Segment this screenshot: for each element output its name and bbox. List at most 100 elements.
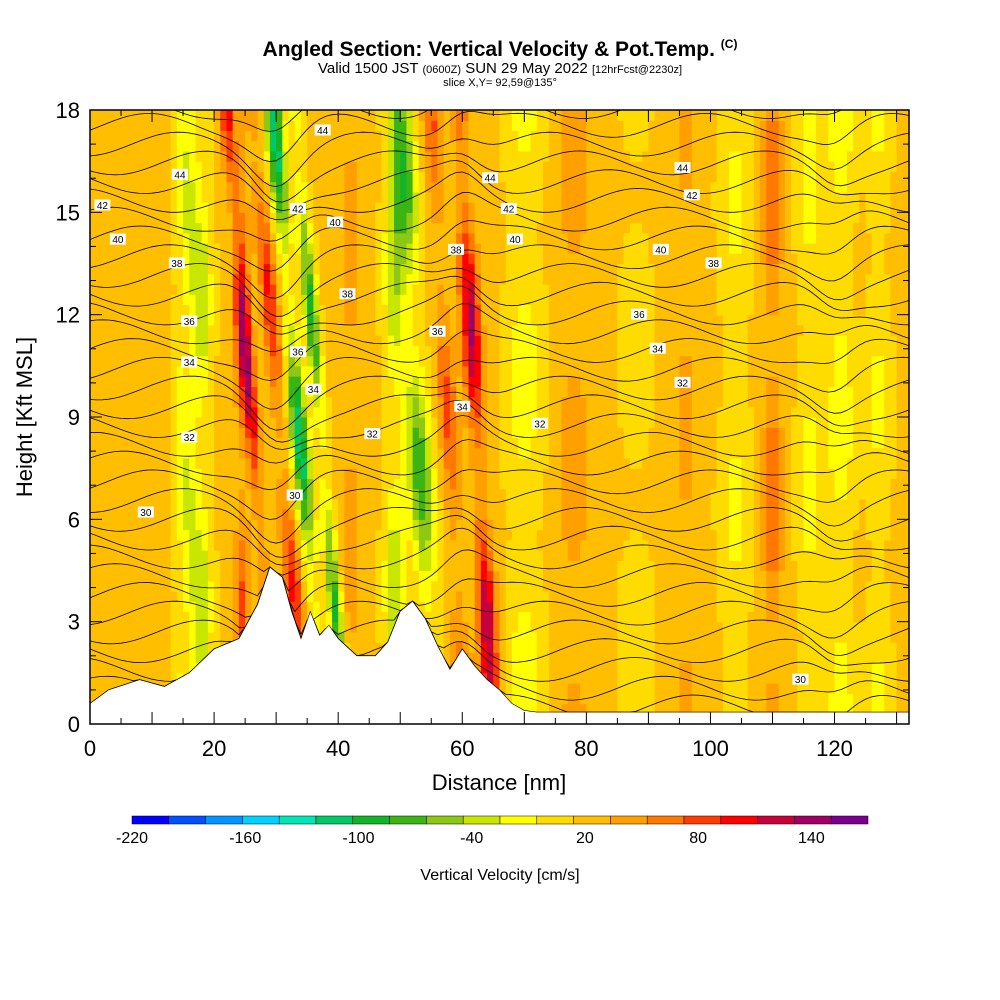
- velocity-cell: [369, 191, 377, 203]
- velocity-cell: [555, 560, 563, 572]
- velocity-cell: [207, 580, 215, 592]
- velocity-cell: [139, 161, 147, 172]
- velocity-cell: [604, 662, 612, 674]
- velocity-cell: [406, 130, 414, 142]
- velocity-cell: [586, 590, 594, 602]
- velocity-cell: [387, 447, 395, 459]
- velocity-cell: [338, 447, 345, 459]
- velocity-cell: [462, 181, 470, 193]
- velocity-cell: [350, 110, 358, 121]
- velocity-cell: [567, 294, 575, 306]
- velocity-cell: [356, 243, 364, 254]
- velocity-cell: [114, 110, 122, 121]
- velocity-cell: [294, 130, 302, 142]
- velocity-cell: [127, 314, 135, 326]
- velocity-cell: [456, 468, 463, 479]
- velocity-cell: [276, 457, 283, 469]
- velocity-cell: [524, 243, 532, 254]
- velocity-cell: [567, 621, 575, 633]
- velocity-cell: [176, 120, 184, 132]
- velocity-cell: [350, 457, 358, 469]
- velocity-cell: [561, 662, 569, 674]
- velocity-cell: [226, 611, 234, 623]
- velocity-cell: [592, 232, 600, 244]
- velocity-cell: [331, 417, 339, 428]
- velocity-cell: [456, 324, 463, 336]
- velocity-cell: [499, 181, 507, 193]
- velocity-cell: [363, 488, 370, 500]
- velocity-cell: [412, 355, 420, 367]
- velocity-cell: [356, 283, 364, 295]
- velocity-cell: [263, 355, 271, 367]
- velocity-cell: [176, 110, 184, 121]
- velocity-cell: [232, 130, 240, 142]
- velocity-cell: [102, 406, 110, 418]
- velocity-cell: [232, 335, 240, 346]
- velocity-cell: [232, 273, 240, 285]
- velocity-cell: [133, 417, 141, 428]
- velocity-cell: [487, 519, 494, 531]
- velocity-cell: [561, 519, 569, 531]
- velocity-cell: [220, 130, 228, 142]
- velocity-cell: [114, 171, 122, 183]
- velocity-cell: [499, 273, 507, 285]
- velocity-cell: [201, 171, 209, 183]
- velocity-cell: [580, 191, 587, 203]
- velocity-cell: [406, 529, 414, 541]
- velocity-cell: [170, 621, 178, 633]
- velocity-cell: [220, 140, 228, 152]
- velocity-cell: [152, 417, 159, 428]
- velocity-cell: [443, 161, 451, 172]
- velocity-cell: [344, 550, 352, 561]
- velocity-cell: [139, 120, 147, 132]
- velocity-cell: [331, 253, 339, 265]
- velocity-cell: [145, 345, 153, 357]
- velocity-cell: [394, 478, 401, 490]
- velocity-cell: [437, 273, 445, 285]
- velocity-cell: [127, 324, 135, 336]
- velocity-cell: [214, 550, 221, 561]
- velocity-cell: [530, 243, 538, 254]
- velocity-cell: [480, 243, 488, 254]
- velocity-cell: [493, 529, 501, 541]
- velocity-cell: [363, 621, 370, 633]
- velocity-cell: [176, 386, 184, 398]
- velocity-cell: [127, 570, 135, 582]
- velocity-cell: [164, 631, 172, 643]
- velocity-cell: [189, 529, 197, 541]
- velocity-cell: [108, 161, 116, 172]
- velocity-cell: [226, 621, 234, 633]
- velocity-cell: [108, 253, 116, 265]
- velocity-cell: [257, 222, 265, 234]
- velocity-cell: [462, 212, 470, 224]
- velocity-cell: [573, 232, 581, 244]
- velocity-cell: [214, 212, 221, 224]
- velocity-cell: [499, 509, 507, 520]
- velocity-cell: [282, 417, 290, 428]
- velocity-cell: [418, 447, 426, 459]
- velocity-cell: [139, 570, 147, 582]
- velocity-cell: [369, 130, 377, 142]
- velocity-cell: [294, 539, 302, 551]
- velocity-cell: [375, 263, 383, 275]
- velocity-cell: [183, 273, 190, 285]
- velocity-cell: [201, 324, 209, 336]
- velocity-cell: [127, 232, 135, 244]
- velocity-cell: [412, 243, 420, 254]
- velocity-cell: [325, 335, 333, 346]
- velocity-cell: [176, 376, 184, 387]
- velocity-cell: [158, 427, 166, 439]
- velocity-cell: [567, 406, 575, 418]
- velocity-cell: [102, 120, 110, 132]
- velocity-cell: [505, 140, 513, 152]
- velocity-cell: [251, 406, 259, 418]
- velocity-cell: [251, 550, 259, 561]
- velocity-cell: [145, 304, 153, 316]
- velocity-cell: [170, 140, 178, 152]
- velocity-cell: [282, 202, 290, 213]
- velocity-cell: [567, 283, 575, 295]
- velocity-cell: [294, 283, 302, 295]
- velocity-cell: [164, 570, 172, 582]
- velocity-cell: [468, 253, 476, 265]
- velocity-cell: [462, 386, 470, 398]
